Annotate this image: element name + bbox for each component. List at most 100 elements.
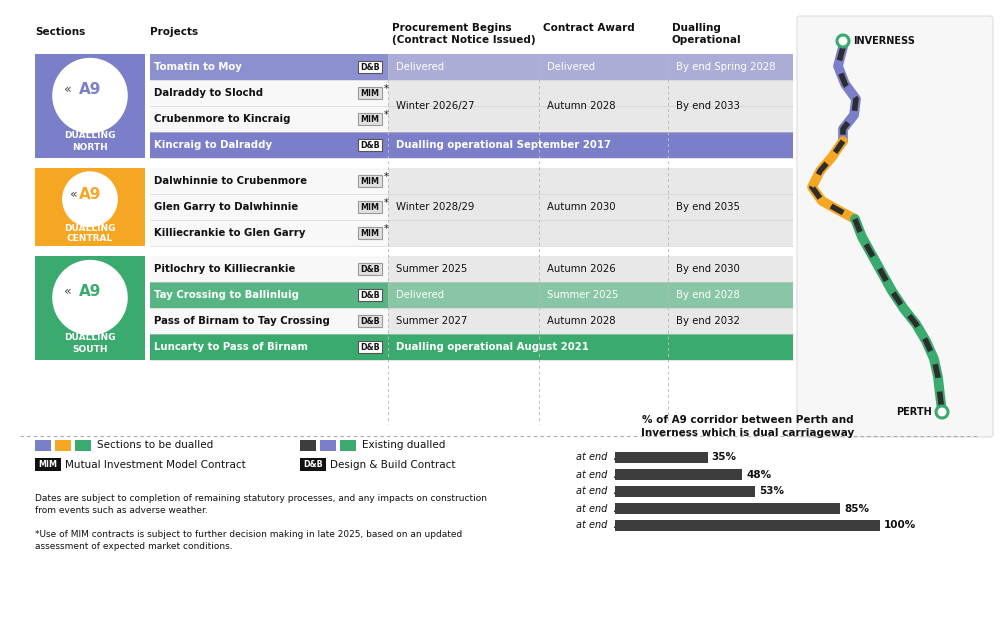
Text: «: « [70, 188, 78, 201]
Text: D&B: D&B [360, 316, 380, 325]
Bar [150, 308, 388, 334]
Bar [358, 87, 382, 99]
Text: Summer 2025: Summer 2025 [396, 264, 467, 274]
Text: PERTH: PERTH [896, 407, 932, 417]
Text: Killiecrankie to Glen Garry: Killiecrankie to Glen Garry [154, 228, 306, 238]
FancyBboxPatch shape [797, 16, 993, 437]
Text: Dualling operational September 2017: Dualling operational September 2017 [396, 140, 611, 150]
Text: Sections to be dualled: Sections to be dualled [97, 440, 213, 450]
Text: By end 2033: By end 2033 [676, 101, 740, 111]
Text: assessment of expected market conditions.: assessment of expected market conditions… [35, 542, 233, 551]
Text: A9: A9 [79, 187, 101, 203]
Bar [35, 256, 145, 360]
Text: D&B: D&B [360, 291, 380, 299]
Text: By end 2028: By end 2028 [676, 290, 740, 300]
Text: at end: at end [576, 521, 611, 530]
Text: Winter 2028/29: Winter 2028/29 [396, 202, 474, 212]
Text: Pitlochry to Killiecrankie: Pitlochry to Killiecrankie [154, 264, 295, 274]
Text: DUALLING: DUALLING [64, 225, 116, 233]
Bar [150, 132, 793, 158]
Text: at end: at end [576, 486, 611, 496]
Text: Delivered: Delivered [547, 62, 595, 72]
Bar [35, 168, 145, 246]
Text: MIM: MIM [38, 460, 58, 469]
Bar [358, 61, 382, 73]
Text: By end 2032: By end 2032 [676, 316, 740, 326]
Bar [388, 282, 793, 308]
Bar [388, 168, 793, 246]
Text: at end: at end [576, 469, 611, 479]
Text: MIM: MIM [360, 177, 380, 186]
Text: *: * [384, 224, 389, 234]
Text: INVERNESS: INVERNESS [853, 36, 915, 46]
Text: NORTH: NORTH [72, 143, 108, 152]
Text: DUALLING: DUALLING [64, 131, 116, 140]
Bar [388, 54, 793, 158]
Text: Dualling operational August 2021: Dualling operational August 2021 [396, 342, 589, 352]
Bar [615, 503, 840, 514]
Text: Delivered: Delivered [396, 62, 444, 72]
Text: 53%: 53% [759, 486, 784, 496]
Bar [35, 256, 145, 360]
Bar [150, 220, 388, 246]
Text: D&B: D&B [360, 343, 380, 352]
Text: CENTRAL: CENTRAL [67, 234, 113, 243]
Text: Dalraddy to Slochd: Dalraddy to Slochd [154, 88, 263, 98]
Circle shape [837, 35, 849, 47]
Text: at end: at end [576, 452, 611, 462]
Text: Crubenmore to Kincraig: Crubenmore to Kincraig [154, 114, 290, 124]
Text: Dalwhinnie to Crubenmore: Dalwhinnie to Crubenmore [154, 176, 307, 186]
Bar [300, 440, 316, 451]
Bar [35, 440, 51, 451]
Text: 85%: 85% [844, 503, 869, 513]
Text: from events such as adverse weather.: from events such as adverse weather. [35, 506, 208, 515]
Text: 100%: 100% [884, 521, 916, 530]
Text: Glen Garry to Dalwhinnie: Glen Garry to Dalwhinnie [154, 202, 298, 212]
Text: MIM: MIM [360, 203, 380, 211]
Text: Design & Build Contract: Design & Build Contract [330, 460, 456, 469]
Bar [150, 334, 793, 360]
Text: D&B: D&B [360, 265, 380, 274]
Text: Luncarty to Pass of Birnam: Luncarty to Pass of Birnam [154, 342, 308, 352]
Text: Winter 2026/27: Winter 2026/27 [396, 101, 475, 111]
Circle shape [60, 170, 120, 229]
Bar [358, 289, 382, 301]
Text: Tomatin to Moy: Tomatin to Moy [154, 62, 242, 72]
Text: MIM: MIM [360, 114, 380, 123]
Text: *: * [384, 84, 389, 94]
Text: SOUTH: SOUTH [72, 345, 108, 354]
Text: 35%: 35% [712, 452, 737, 462]
Text: D&B: D&B [303, 460, 323, 469]
Bar [150, 256, 388, 360]
Text: 2030: 2030 [614, 469, 641, 479]
Bar [35, 54, 145, 158]
Text: Summer 2027: Summer 2027 [396, 316, 467, 326]
Bar [358, 175, 382, 187]
Text: Summer 2025: Summer 2025 [547, 290, 618, 300]
Text: Autumn 2026: Autumn 2026 [547, 264, 616, 274]
Bar [75, 440, 91, 451]
Text: Sections: Sections [35, 27, 85, 37]
Bar [150, 282, 388, 308]
Text: Delivered: Delivered [396, 290, 444, 300]
Text: *: * [384, 110, 389, 120]
Bar [615, 520, 880, 531]
Text: By end 2030: By end 2030 [676, 264, 740, 274]
Bar [388, 54, 793, 80]
Bar [358, 139, 382, 151]
Text: *: * [384, 172, 389, 182]
Bar [150, 106, 388, 132]
Text: % of A9 corridor between Perth and
Inverness which is dual carriageway: % of A9 corridor between Perth and Inver… [641, 415, 854, 438]
Text: Tay Crossing to Ballinluig: Tay Crossing to Ballinluig [154, 290, 299, 300]
Bar [150, 54, 388, 158]
Bar [150, 54, 388, 80]
Bar [615, 486, 755, 497]
Bar [358, 315, 382, 327]
Text: Kincraig to Dalraddy: Kincraig to Dalraddy [154, 140, 272, 150]
Text: Autumn 2028: Autumn 2028 [547, 316, 616, 326]
Circle shape [50, 56, 130, 135]
Bar [615, 452, 708, 463]
Text: Existing dualled: Existing dualled [362, 440, 445, 450]
Bar [320, 440, 336, 451]
Text: MIM: MIM [360, 228, 380, 238]
